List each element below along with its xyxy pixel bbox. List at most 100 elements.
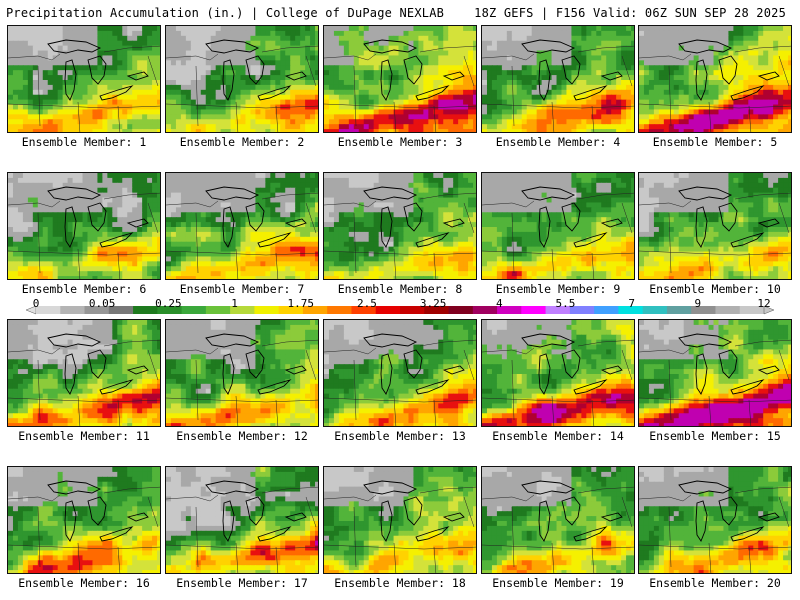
precip-cell (32, 94, 39, 101)
border-line (117, 252, 121, 279)
precip-cell (142, 65, 148, 71)
precip-cell (17, 187, 24, 194)
lake-outline (380, 59, 393, 101)
precip-cell (368, 173, 375, 179)
precip-cell (260, 99, 266, 106)
precip-cell (250, 89, 257, 96)
precip-cell (438, 182, 444, 189)
precip-cell (783, 109, 789, 115)
precip-cell (713, 84, 720, 91)
precip-cell (205, 212, 212, 218)
precip-cell (631, 124, 634, 130)
precip-cell (127, 124, 133, 130)
precip-cell (82, 70, 89, 76)
precip-cell (82, 129, 89, 132)
precip-cell (463, 50, 469, 57)
precip-cell (190, 70, 197, 76)
precip-cell (152, 109, 158, 115)
precip-cell (678, 129, 685, 132)
precip-cell (220, 207, 227, 213)
precip-cell (738, 109, 744, 115)
precip-cell (591, 40, 597, 47)
precip-cell (42, 251, 49, 258)
precip-cell (703, 60, 710, 66)
precip-cell (117, 129, 123, 132)
precip-cell (576, 94, 582, 101)
precip-cell (458, 84, 464, 91)
precip-cell (601, 114, 607, 120)
precip-cell (551, 124, 558, 130)
precip-cell (338, 89, 345, 96)
precip-cell (157, 30, 160, 37)
precip-cell (363, 45, 370, 52)
precip-cell (783, 129, 789, 132)
precip-cell (77, 109, 84, 115)
precip-cell (147, 94, 153, 101)
precip-cell (185, 70, 192, 76)
precip-cell (668, 55, 675, 61)
precip-cell (295, 50, 301, 57)
precip-cell (643, 89, 650, 96)
precip-cell (142, 187, 148, 194)
precip-cell (142, 60, 148, 66)
precip-cell (626, 60, 632, 66)
precip-cell (205, 231, 212, 238)
precip-cell (205, 256, 212, 262)
precip-cell (556, 70, 563, 76)
precip-cell (27, 271, 34, 277)
precip-cell (152, 40, 158, 47)
precip-cell (47, 89, 54, 96)
precip-cell (601, 94, 607, 101)
precip-cell (47, 80, 54, 86)
precip-cell (117, 80, 123, 86)
precip-cell (117, 45, 123, 52)
precip-cell (285, 246, 291, 253)
precip-cell (137, 202, 143, 208)
precip-cell (290, 276, 296, 279)
precip-cell (190, 109, 197, 115)
border-line (482, 103, 634, 109)
precip-cell (571, 60, 577, 66)
precip-cell (175, 192, 182, 199)
precip-cell (443, 89, 449, 96)
precip-cell (47, 207, 54, 213)
precip-cell (112, 109, 118, 115)
precip-cell (185, 35, 192, 42)
precip-cell (67, 217, 74, 223)
precip-cell (353, 109, 360, 115)
precip-cell (491, 129, 498, 132)
precip-cell (260, 217, 266, 223)
precip-cell (117, 236, 123, 243)
precip-cell (300, 26, 306, 32)
precip-cell (72, 177, 79, 184)
precip-cell (428, 30, 434, 37)
precip-cell (688, 80, 695, 86)
precip-cell (285, 119, 291, 125)
precip-cell (180, 45, 187, 52)
precip-cell (723, 60, 730, 66)
precip-cell (42, 109, 49, 115)
precip-cell (185, 202, 192, 208)
precip-cell (72, 227, 79, 233)
precip-cell (245, 231, 252, 238)
precip-cell (195, 192, 202, 199)
precip-cell (215, 94, 222, 101)
precip-cell (310, 119, 316, 125)
precip-cell (22, 99, 29, 106)
precip-cell (22, 94, 29, 101)
precip-cell (473, 80, 476, 86)
precip-cell (758, 65, 764, 71)
precip-cell (596, 109, 602, 115)
precip-cell (596, 70, 602, 76)
precip-cell (42, 35, 49, 42)
precip-cell (536, 114, 543, 120)
precip-cell (152, 177, 158, 184)
precip-cell (220, 256, 227, 262)
precip-cell (270, 177, 276, 184)
precip-cell (235, 124, 242, 130)
precip-cell (601, 89, 607, 96)
precip-cell (37, 30, 44, 37)
precip-cell (157, 50, 160, 57)
precip-cell (295, 246, 301, 253)
precip-cell (403, 35, 410, 42)
